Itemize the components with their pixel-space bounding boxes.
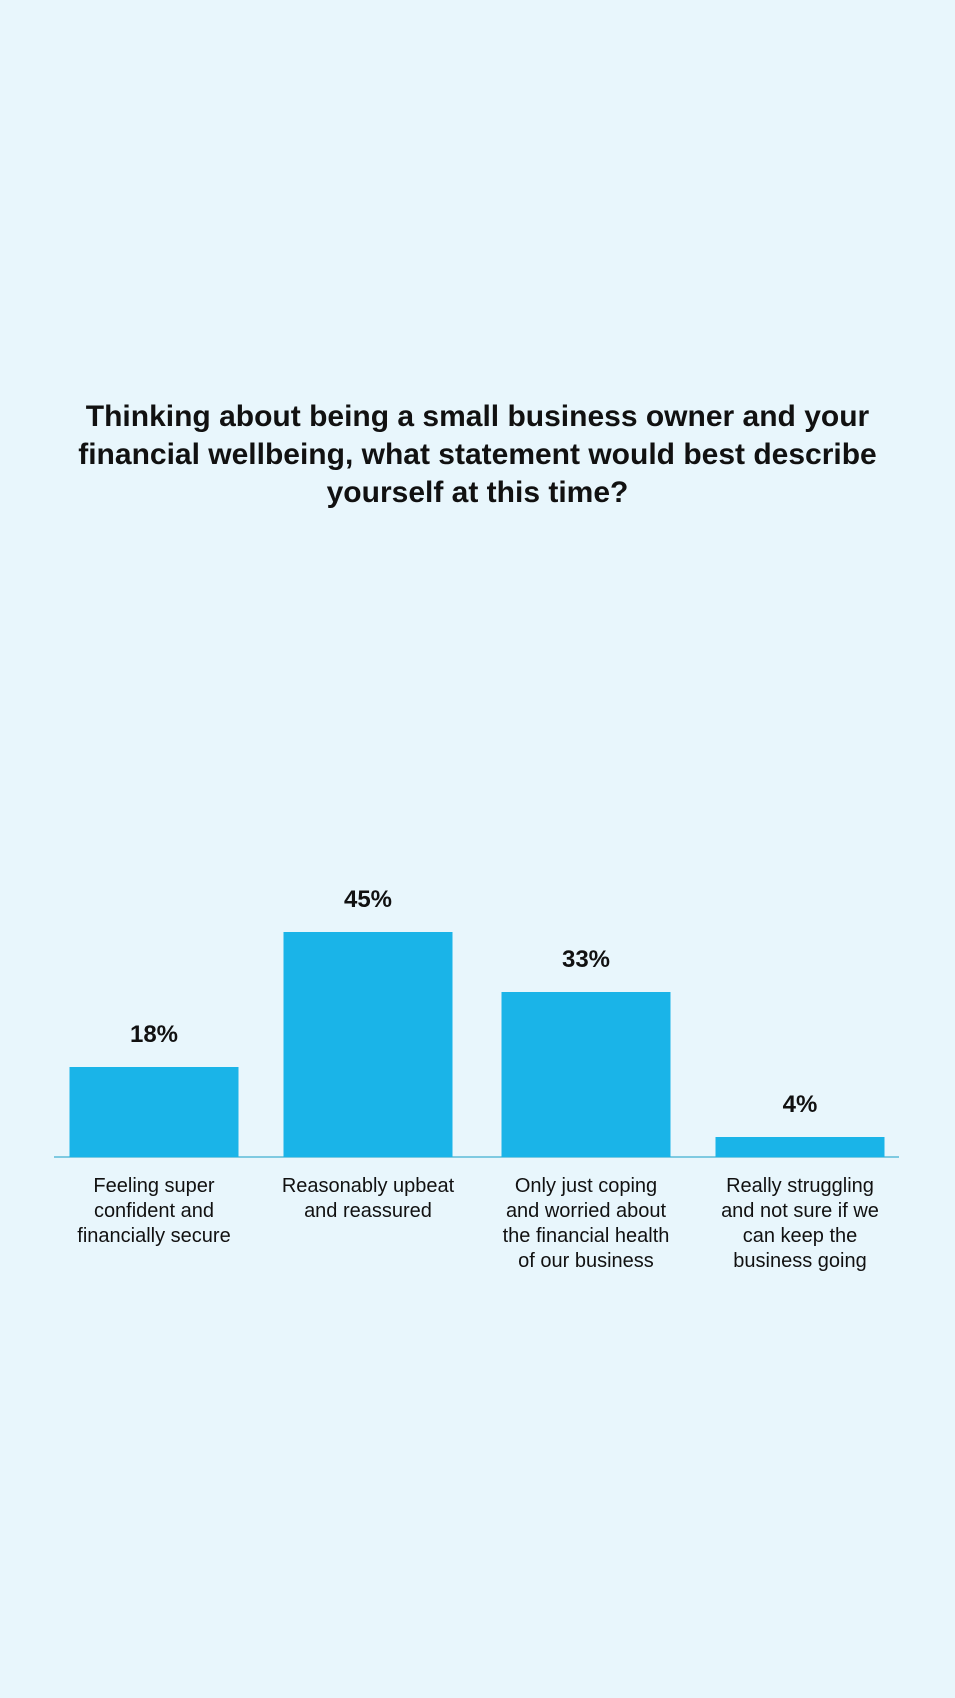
x-tick-label: Feeling super confident and financially …	[77, 1175, 231, 1247]
x-tick-label: Really struggling and not sure if we can…	[721, 1175, 879, 1272]
chart-title: Thinking about being a small business ow…	[78, 400, 877, 509]
x-tick-label: Reasonably upbeat and reassured	[281, 1175, 455, 1222]
value-label: 4%	[782, 1091, 818, 1118]
x-tick-label: Only just coping and worried about the f…	[502, 1175, 670, 1272]
bar	[715, 1137, 885, 1157]
bar	[283, 932, 453, 1157]
value-label: 18%	[129, 1021, 179, 1048]
value-label: 33%	[561, 946, 611, 973]
bar	[501, 992, 671, 1157]
value-label: 45%	[343, 886, 393, 913]
bar	[69, 1067, 239, 1157]
